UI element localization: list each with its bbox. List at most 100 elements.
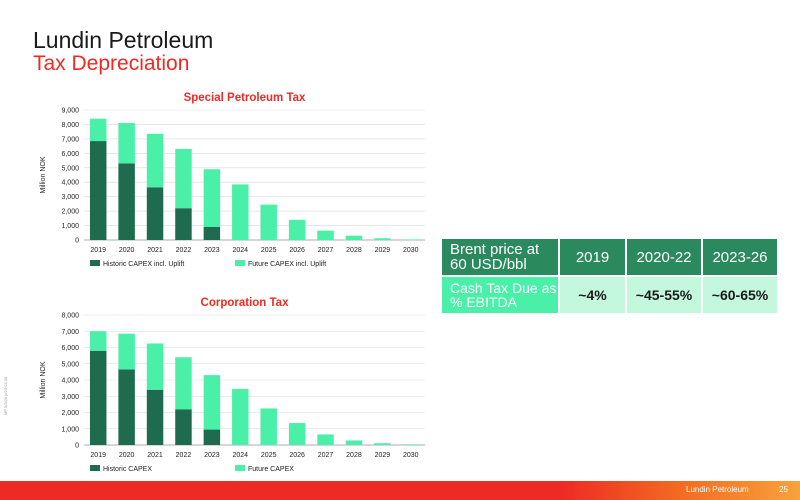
x-tick-label: 2022 bbox=[176, 452, 192, 459]
y-axis-label: Million NOK bbox=[40, 361, 47, 398]
y-tick-label: 4,000 bbox=[61, 378, 79, 385]
bar-future-2025 bbox=[260, 204, 277, 240]
x-tick-label: 2020 bbox=[119, 247, 135, 254]
y-tick-label: 6,000 bbox=[61, 345, 79, 352]
bar-historic-2022 bbox=[175, 409, 192, 445]
tax-table: Brent price at 60 USD/bbl 2019 2020-22 2… bbox=[440, 237, 779, 315]
cash-tax-value-2023-26: ~60-65% bbox=[703, 277, 777, 313]
bar-future-2030 bbox=[402, 444, 420, 445]
y-tick-label: 8,000 bbox=[61, 122, 79, 129]
y-tick-label: 2,000 bbox=[61, 209, 79, 216]
footer-gradient bbox=[560, 481, 800, 500]
bar-future-2023 bbox=[203, 375, 221, 430]
bar-future-2019 bbox=[89, 118, 107, 142]
year-header-2019: 2019 bbox=[560, 239, 625, 275]
bar-future-2021 bbox=[146, 133, 164, 188]
bar-future-2023 bbox=[203, 169, 221, 227]
bar-future-2027 bbox=[317, 434, 334, 445]
bar-future-2022 bbox=[175, 357, 192, 410]
bar-future-2025 bbox=[260, 408, 277, 445]
bar-future-2021 bbox=[146, 343, 164, 390]
footer-company: Lundin Petroleum bbox=[686, 485, 749, 494]
y-tick-label: 5,000 bbox=[61, 165, 79, 172]
bar-historic-2023 bbox=[203, 429, 221, 445]
legend-swatch-future bbox=[235, 260, 245, 266]
cash-tax-label: Cash Tax Due as % EBITDA bbox=[442, 277, 558, 313]
y-tick-label: 0 bbox=[75, 443, 79, 450]
x-tick-label: 2029 bbox=[375, 452, 391, 459]
special-petroleum-tax-chart: Special Petroleum Tax Million NOK 0 1,000 2,… bbox=[30, 88, 430, 278]
legend-swatch-historic bbox=[90, 260, 100, 266]
legend-label-future: Future CAPEX incl. Uplift bbox=[248, 261, 326, 268]
x-tick-label: 2028 bbox=[346, 247, 362, 254]
y-tick-label: 7,000 bbox=[61, 136, 79, 143]
bar-future-2024 bbox=[232, 388, 249, 445]
x-tick-label: 2021 bbox=[147, 247, 163, 254]
y-tick-label: 1,000 bbox=[61, 223, 79, 230]
side-note: MP 5/3/20 p/23 03 09 bbox=[3, 376, 8, 415]
y-tick-label: 5,000 bbox=[61, 361, 79, 368]
y-tick-label: 3,000 bbox=[61, 394, 79, 401]
bar-historic-2023 bbox=[203, 227, 221, 240]
bar-future-2020 bbox=[118, 123, 135, 164]
year-header-2020-22: 2020-22 bbox=[627, 239, 701, 275]
bar-future-2028 bbox=[345, 440, 363, 445]
corporation-tax-svg: Corporation Tax Million NOK 0 1,000 2,000 3,0… bbox=[40, 297, 425, 473]
y-tick-label: 2,000 bbox=[61, 410, 79, 417]
special-petroleum-tax-svg: Special Petroleum Tax Million NOK 0 1,000 2,… bbox=[40, 92, 425, 268]
bar-historic-2019 bbox=[89, 141, 107, 240]
y-tick-label: 8,000 bbox=[61, 313, 79, 320]
x-tick-label: 2023 bbox=[204, 452, 220, 459]
x-tick-label: 2021 bbox=[147, 452, 163, 459]
bar-historic-2021 bbox=[146, 187, 164, 240]
legend-label-future: Future CAPEX bbox=[248, 466, 294, 473]
x-tick-label: 2022 bbox=[176, 247, 192, 254]
x-tick-label: 2026 bbox=[289, 247, 305, 254]
bar-future-2019 bbox=[89, 331, 107, 351]
bar-historic-2020 bbox=[118, 163, 135, 240]
x-tick-label: 2024 bbox=[233, 247, 249, 254]
chart-title: Corporation Tax bbox=[201, 297, 290, 309]
legend-label-historic: Historic CAPEX bbox=[103, 466, 152, 473]
bar-future-2024 bbox=[232, 184, 249, 240]
bar-historic-2021 bbox=[146, 389, 164, 445]
x-tick-label: 2025 bbox=[261, 452, 277, 459]
brent-price-label: Brent price at 60 USD/bbl bbox=[442, 239, 558, 275]
x-tick-label: 2023 bbox=[204, 247, 220, 254]
legend-swatch-future bbox=[235, 465, 245, 471]
y-tick-label: 1,000 bbox=[61, 426, 79, 433]
x-tick-label: 2019 bbox=[90, 452, 106, 459]
page-number: 25 bbox=[779, 485, 788, 494]
y-axis-label: Million NOK bbox=[40, 156, 47, 193]
cash-tax-value-2020-22: ~45-55% bbox=[627, 277, 701, 313]
tax-table-value-row: Cash Tax Due as % EBITDA ~4% ~45-55% ~60… bbox=[442, 277, 777, 313]
chart-title: Special Petroleum Tax bbox=[184, 92, 306, 104]
bar-future-2027 bbox=[317, 230, 334, 240]
x-tick-label: 2029 bbox=[375, 247, 391, 254]
x-tick-label: 2019 bbox=[90, 247, 106, 254]
bar-future-2020 bbox=[118, 333, 135, 370]
cash-tax-value-2019: ~4% bbox=[560, 277, 625, 313]
bar-future-2026 bbox=[288, 219, 306, 240]
bar-future-2030 bbox=[402, 239, 420, 240]
y-tick-label: 0 bbox=[75, 238, 79, 245]
x-tick-label: 2027 bbox=[318, 452, 334, 459]
x-tick-label: 2024 bbox=[233, 452, 249, 459]
year-header-2023-26: 2023-26 bbox=[703, 239, 777, 275]
y-tick-label: 4,000 bbox=[61, 180, 79, 187]
bar-historic-2022 bbox=[175, 208, 192, 240]
bar-future-2026 bbox=[288, 423, 306, 445]
y-tick-label: 9,000 bbox=[61, 108, 79, 115]
bar-future-2029 bbox=[374, 443, 391, 445]
page-title: Lundin Petroleum bbox=[33, 27, 214, 53]
bar-future-2029 bbox=[374, 238, 391, 240]
legend-label-historic: Historic CAPEX incl. Uplift bbox=[103, 261, 184, 268]
bar-historic-2020 bbox=[118, 369, 135, 445]
x-tick-label: 2020 bbox=[119, 452, 135, 459]
page-subtitle: Tax Depreciation bbox=[33, 52, 190, 75]
bar-future-2028 bbox=[345, 235, 363, 240]
y-tick-label: 3,000 bbox=[61, 194, 79, 201]
x-tick-label: 2027 bbox=[318, 247, 334, 254]
x-tick-label: 2025 bbox=[261, 247, 277, 254]
y-tick-label: 6,000 bbox=[61, 151, 79, 158]
